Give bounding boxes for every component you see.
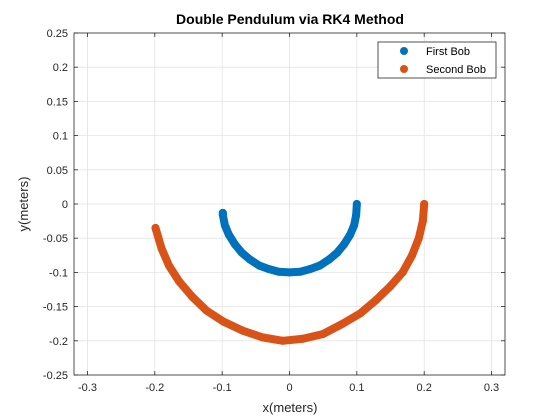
- data-point-second-bob: [298, 334, 307, 343]
- data-point-second-bob: [398, 268, 407, 277]
- data-point-first-bob: [245, 255, 254, 264]
- x-tick-label: -0.3: [78, 382, 97, 394]
- trajectory-second-bob: [151, 200, 429, 345]
- data-point-second-bob: [202, 306, 211, 315]
- y-tick-label: -0.05: [43, 233, 68, 245]
- x-tick-label: -0.2: [145, 382, 164, 394]
- data-point-first-bob: [224, 230, 233, 239]
- data-point-first-bob: [285, 268, 294, 277]
- y-axis-label: y(meters): [16, 177, 31, 232]
- data-point-second-bob: [238, 326, 247, 335]
- x-tick-label: -0.1: [213, 382, 232, 394]
- y-tick-label: 0: [62, 199, 68, 211]
- x-axis-label: x(meters): [263, 400, 318, 415]
- data-point-second-bob: [278, 336, 287, 345]
- series-first-bob: [218, 200, 361, 277]
- legend-marker-second-bob: [400, 65, 408, 73]
- data-point-first-bob: [237, 248, 246, 257]
- data-point-second-bob: [408, 251, 417, 260]
- data-point-second-bob: [151, 223, 160, 232]
- data-point-second-bob: [164, 261, 173, 270]
- data-point-first-bob: [264, 264, 273, 273]
- data-point-first-bob: [296, 267, 305, 276]
- data-point-first-bob: [350, 221, 359, 230]
- legend-label-second-bob: Second Bob: [426, 64, 486, 76]
- chart-title: Double Pendulum via RK4 Method: [176, 11, 404, 27]
- data-point-first-bob: [325, 255, 334, 264]
- data-point-second-bob: [414, 234, 423, 243]
- legend: First Bob Second Bob: [377, 41, 497, 79]
- data-point-first-bob: [218, 208, 227, 217]
- data-point-first-bob: [346, 230, 355, 239]
- y-tick-label: -0.2: [49, 336, 68, 348]
- y-tick-label: 0.05: [47, 165, 68, 177]
- y-tick-label: 0.2: [53, 62, 68, 74]
- data-series: [151, 200, 429, 345]
- legend-label-first-bob: First Bob: [426, 46, 470, 58]
- data-point-second-bob: [338, 319, 347, 328]
- data-point-first-bob: [230, 240, 239, 249]
- x-tick-label: 0: [286, 382, 292, 394]
- data-point-first-bob: [306, 264, 315, 273]
- data-point-first-bob: [315, 261, 324, 270]
- x-tick-label: 0.2: [417, 382, 432, 394]
- data-point-second-bob: [386, 282, 395, 291]
- data-point-first-bob: [255, 261, 264, 270]
- series-second-bob: [151, 200, 429, 345]
- data-point-second-bob: [258, 333, 267, 342]
- data-point-second-bob: [418, 217, 427, 226]
- data-point-second-bob: [420, 200, 429, 208]
- data-point-second-bob: [175, 277, 184, 286]
- data-point-second-bob: [356, 309, 365, 318]
- x-tick-label: 0.3: [484, 382, 499, 394]
- data-point-second-bob: [372, 295, 381, 304]
- data-point-second-bob: [187, 292, 196, 301]
- data-point-second-bob: [219, 317, 228, 326]
- y-tick-label: -0.15: [43, 302, 68, 314]
- data-point-first-bob: [333, 248, 342, 257]
- data-point-first-bob: [340, 240, 349, 249]
- axis-ticks: -0.3 -0.2 -0.1 0 0.1 0.2 0.3 0.25 0.2 0.15 0.1 0.05…: [43, 28, 505, 394]
- y-tick-label: -0.25: [43, 370, 68, 382]
- data-point-second-bob: [319, 329, 328, 338]
- data-point-second-bob: [157, 244, 166, 253]
- data-point-first-bob: [274, 267, 283, 276]
- y-tick-label: 0.15: [47, 96, 68, 108]
- data-point-first-bob: [220, 221, 229, 230]
- x-tick-label: 0.1: [349, 382, 364, 394]
- legend-marker-first-bob: [400, 47, 408, 55]
- y-tick-label: 0.1: [53, 131, 68, 143]
- y-tick-label: -0.1: [49, 267, 68, 279]
- data-point-second-bob: [153, 230, 162, 239]
- legend-box: [377, 41, 497, 79]
- y-tick-label: 0.25: [47, 28, 68, 40]
- data-point-first-bob: [352, 200, 361, 208]
- data-point-first-bob: [352, 210, 361, 219]
